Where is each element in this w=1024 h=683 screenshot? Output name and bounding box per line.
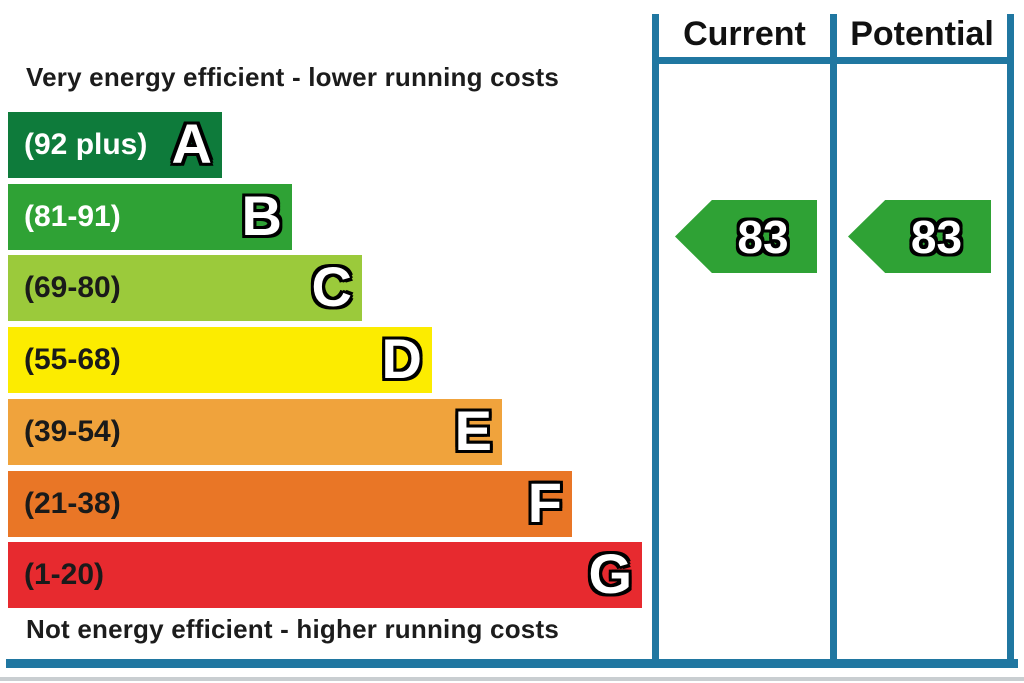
chart-bottom-border — [6, 659, 1018, 668]
band-range-label: (81-91) — [24, 200, 121, 233]
band-letter: D — [381, 326, 422, 390]
potential-column-left-border — [830, 14, 837, 666]
band-range-label: (55-68) — [24, 343, 121, 376]
bottom-caption: Not energy efficient - higher running co… — [26, 614, 559, 644]
band-range-label: (21-38) — [24, 487, 121, 520]
band-letter: A — [171, 111, 212, 175]
band-f: (21-38) F — [8, 471, 572, 537]
band-range-label: (69-80) — [24, 271, 121, 304]
band-range-label: (39-54) — [24, 415, 121, 448]
band-g: (1-20) G — [8, 542, 642, 608]
band-e: (39-54) E — [8, 399, 502, 465]
potential-column-header: Potential — [850, 15, 994, 53]
band-letter: E — [454, 398, 492, 462]
top-caption: Very energy efficient - lower running co… — [26, 62, 560, 92]
band-letter: B — [241, 183, 282, 247]
band-range-label: (1-20) — [24, 558, 105, 591]
band-a: (92 plus) A — [8, 112, 222, 178]
current-rating-arrow: 83 — [675, 200, 817, 273]
current-column-header: Current — [683, 15, 806, 53]
band-b: (81-91) B — [8, 184, 292, 250]
band-letter: F — [527, 470, 562, 534]
potential-column-right-border — [1007, 14, 1014, 666]
page-edge-line — [0, 677, 1024, 681]
current-rating-value: 83 — [737, 210, 789, 263]
potential-rating-value: 83 — [910, 210, 963, 263]
band-letter: G — [588, 541, 632, 605]
header-separator-line — [652, 57, 1014, 64]
current-column-left-border — [652, 14, 659, 666]
band-d: (55-68) D — [8, 327, 432, 393]
band-c: (69-80) C — [8, 255, 362, 321]
potential-rating-arrow: 83 — [848, 200, 991, 273]
band-letter: C — [311, 254, 352, 318]
band-range-label: (92 plus) — [24, 128, 148, 161]
